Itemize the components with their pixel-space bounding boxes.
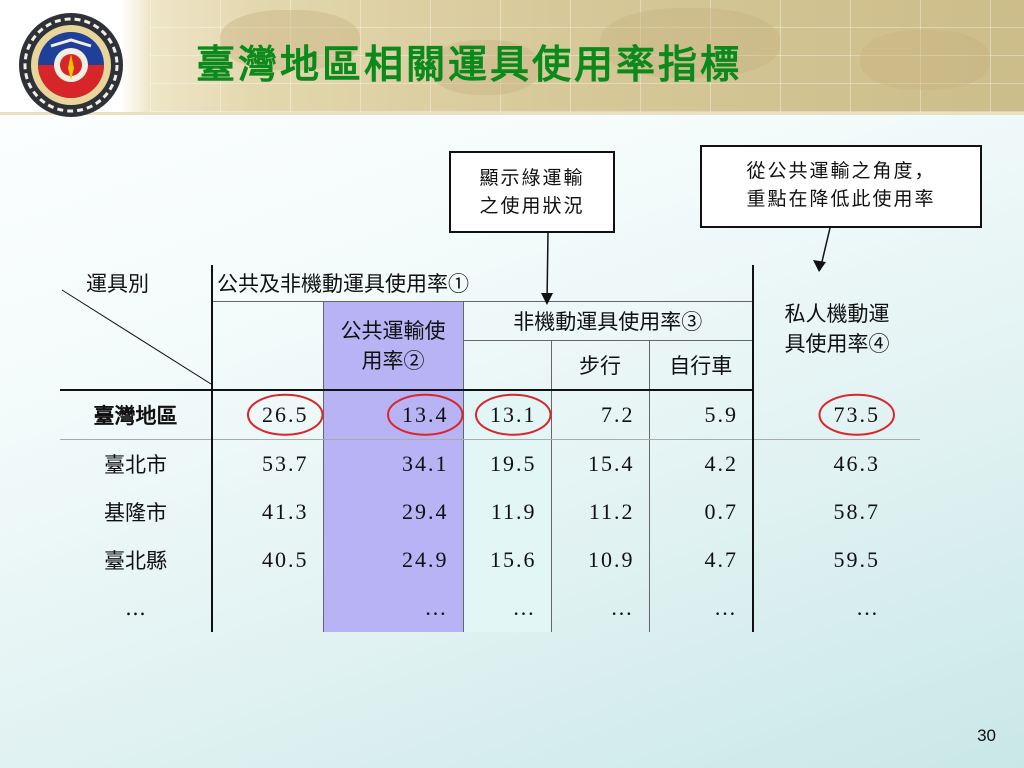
- cell-region: 臺北縣: [60, 536, 213, 584]
- header-walk: 步行: [550, 340, 649, 391]
- map-continent-shape: [430, 40, 540, 95]
- cell-private: …: [752, 584, 920, 632]
- callout-text-line: 從公共運輸之角度，: [746, 160, 936, 182]
- map-continent-shape: [220, 10, 360, 70]
- cell-bike: 4.2: [648, 439, 753, 488]
- cell-region: 基隆市: [60, 488, 213, 536]
- cell-nonmotor: 19.5: [463, 439, 551, 488]
- cell-public: 29.4: [322, 488, 464, 536]
- callout-text-line: 顯示綠運輸: [479, 167, 585, 189]
- table-row: ………………: [60, 584, 920, 632]
- cell-public: 24.9: [322, 536, 464, 584]
- header-private-motor-rate: 私人機動運具使用率④: [752, 265, 920, 390]
- cell-walk: 11.2: [550, 488, 649, 536]
- callout-text-line: 重點在降低此使用率: [746, 188, 936, 210]
- header-public-transport-rate: 公共運輸使用率②: [322, 301, 464, 391]
- cell-total: 53.7: [262, 451, 309, 476]
- table-row: 臺北縣 40.5 24.9 15.6 10.9 4.7 59.5: [60, 536, 920, 584]
- header-nonmotor-empty: [463, 340, 551, 391]
- cell-total: [212, 584, 323, 632]
- cell-nonmotor: …: [463, 584, 551, 632]
- cell-private: 46.3: [752, 439, 920, 488]
- page-title: 臺灣地區相關運具使用率指標: [196, 42, 743, 88]
- callout-text-line: 之使用狀況: [479, 195, 585, 217]
- cell-nonmotor: 11.9: [463, 488, 551, 536]
- header-nonmotor-rate: 非機動運具使用率③: [463, 301, 753, 341]
- table-row: 臺灣地區 26.5 13.4 13.1 7.2 5.9 73.5: [60, 390, 920, 440]
- cell-region: 臺北市: [60, 439, 213, 488]
- world-map-decoration: [150, 0, 1024, 112]
- header-banner: [0, 0, 1024, 115]
- cell-public: …: [322, 584, 464, 632]
- cell-total: 41.3: [262, 499, 309, 524]
- cell-private: 58.7: [752, 488, 920, 536]
- cell-private: 59.5: [752, 536, 920, 584]
- header-public-nonmotor-rate: 公共及非機動運具使用率①: [212, 265, 753, 302]
- cell-region: 臺灣地區: [60, 390, 213, 440]
- header-private-motor-label: 私人機動運具使用率④: [784, 301, 890, 356]
- cell-bike: 0.7: [648, 488, 753, 536]
- corner-header-mode: 運具別: [60, 265, 213, 302]
- callout-green-transport: 顯示綠運輸 之使用狀況: [449, 151, 615, 233]
- cell-walk: 15.4: [550, 439, 649, 488]
- cell-walk: 10.9: [550, 536, 649, 584]
- cell-bike: 5.9: [648, 390, 753, 440]
- table-row: 臺北市 53.7 34.1 19.5 15.4 4.2 46.3: [60, 439, 920, 488]
- callout-arrow-public: [819, 227, 831, 271]
- table-row: 基隆市 41.3 29.4 11.9 11.2 0.7 58.7: [60, 488, 920, 536]
- callout-public-transport: 從公共運輸之角度， 重點在降低此使用率: [700, 145, 982, 228]
- cell-bike: …: [648, 584, 753, 632]
- cell-public: 34.1: [322, 439, 464, 488]
- map-continent-shape: [600, 8, 780, 78]
- cell-region: …: [60, 584, 213, 632]
- cell-walk: 7.2: [550, 390, 649, 440]
- cell-total: 40.5: [262, 547, 309, 572]
- cell-walk: …: [550, 584, 649, 632]
- corner-header-cell: [60, 301, 213, 391]
- cell-nonmotor: 13.1: [463, 390, 551, 440]
- police-emblem-logo: [19, 13, 123, 117]
- header-public-transport-label: 公共運輸使用率②: [340, 318, 446, 373]
- usage-rate-table: 運具別 公共及非機動運具使用率① 私人機動運具使用率④ 公共運輸使用率② 非機動…: [60, 265, 920, 632]
- header-bicycle: 自行車: [648, 340, 753, 391]
- cell-nonmotor: 15.6: [463, 536, 551, 584]
- map-continent-shape: [860, 30, 990, 90]
- page-number: 30: [977, 726, 996, 745]
- cell-public: 13.4: [322, 390, 464, 440]
- header-empty-cell: [212, 301, 323, 391]
- cell-bike: 4.7: [648, 536, 753, 584]
- cell-total: 26.5: [212, 390, 323, 440]
- cell-private: 73.5: [752, 390, 920, 440]
